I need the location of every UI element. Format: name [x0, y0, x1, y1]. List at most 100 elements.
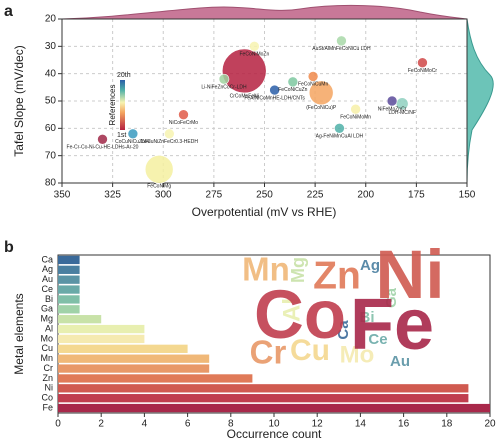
y-tick-label: Ce [41, 284, 53, 294]
point-label: CoCuNiCuZnFe [115, 139, 151, 145]
word-cloud-word: Bi [360, 309, 375, 326]
y-tick-label: Mo [40, 333, 53, 343]
x-tick-label: 2 [98, 419, 104, 430]
x-tick-label: 14 [355, 419, 367, 430]
x-tick-label: 325 [104, 190, 121, 201]
colorbar [120, 80, 125, 130]
y-tick-label: 20 [45, 14, 57, 25]
point-label: NiCoFeCrMo [169, 120, 198, 126]
colorbar-label: References [108, 85, 117, 126]
x-tick-label: 275 [206, 190, 223, 201]
x-axis-label: Overpotential (mV vs RHE) [192, 205, 337, 219]
point-label: (FeCoNiCu)P [306, 105, 337, 111]
x-tick-label: 250 [256, 190, 273, 201]
x-tick-label: 10 [268, 419, 280, 430]
y-tick-label: Cr [44, 363, 54, 373]
bar [58, 275, 80, 284]
y-tick-label: 30 [45, 41, 57, 52]
x-tick-label: 20 [484, 419, 496, 430]
bubble [221, 48, 267, 94]
y-tick-label: 40 [45, 68, 57, 79]
bubble [218, 73, 230, 85]
word-cloud-word: Ce [368, 331, 387, 348]
point-label: CrCoMnFeNi [230, 93, 259, 99]
x-tick-label: 175 [408, 190, 425, 201]
bar [58, 305, 80, 314]
point-label: LDH-MC/NF [388, 110, 416, 116]
y-tick-label: 60 [45, 123, 57, 134]
x-tick-label: 0 [55, 419, 61, 430]
bar [58, 315, 102, 324]
panel-label: a [4, 3, 13, 20]
point-label: Fe-Cr-Co-Ni-Cu-HE-LDHs-Ar-20 [67, 145, 139, 151]
point-label: FeCoNiMoCr [408, 68, 438, 74]
y-tick-label: Ga [41, 304, 53, 314]
y-tick-label: Mg [40, 314, 53, 324]
x-tick-label: 16 [398, 419, 410, 430]
y-tick-label: Cu [41, 343, 53, 353]
point-label: Ag-FeNiMnCuAl LDH [316, 134, 364, 140]
panel-label: b [4, 239, 14, 256]
word-cloud-word: Mo [340, 341, 375, 368]
x-tick-label: 4 [142, 419, 148, 430]
y-tick-label: Ca [41, 254, 53, 264]
x-tick-label: 225 [307, 190, 324, 201]
y-tick-label: Zn [42, 373, 53, 383]
y-tick-label: Ag [42, 264, 53, 274]
x-axis-label: Occurrence count [227, 427, 322, 441]
y-tick-label: Co [41, 393, 53, 403]
bar [58, 334, 145, 344]
bubble [386, 95, 398, 107]
bubble [97, 133, 108, 145]
y-tick-label: 50 [45, 96, 57, 107]
x-tick-label: 350 [54, 190, 71, 201]
point-label: FeCoNiMoMn [340, 115, 371, 121]
word-cloud-word: Cr [250, 334, 287, 371]
x-tick-label: 12 [312, 419, 324, 430]
word-cloud-word: Fe [350, 285, 434, 365]
word-cloud-word: Mn [242, 251, 290, 288]
bar [58, 354, 210, 363]
y-tick-label: Fe [42, 402, 53, 412]
bar [58, 364, 210, 373]
y-tick-label: 70 [45, 150, 57, 161]
y-tick-label: 80 [45, 178, 57, 189]
bubble [350, 103, 361, 115]
point-label: FeCoNiCuZn [278, 87, 307, 93]
bubble [307, 71, 319, 82]
word-cloud-word: Mg [288, 257, 308, 283]
point-label: FeCoNiCuMn [298, 82, 329, 88]
y-tick-label: Au [42, 274, 53, 284]
word-cloud-word: Au [390, 353, 410, 370]
bar [58, 394, 469, 403]
word-cloud-word: Zn [313, 254, 361, 297]
colorbar-tick: 20th [117, 72, 131, 79]
bubble [178, 109, 189, 120]
bubble [164, 128, 175, 140]
point-label: FeAlNiCoMnHE-LDH/CNTs [244, 95, 305, 101]
y-tick-label: Mn [40, 353, 53, 363]
word-cloud-word: Ca [335, 320, 352, 340]
bar [58, 384, 469, 393]
bubble [249, 41, 260, 52]
bar [58, 344, 188, 353]
point-label: NiFeMoZnCr [378, 106, 407, 112]
point-label: AuSt/AlMnFeCoNiCu LDH [312, 46, 371, 52]
y-tick-label: Al [45, 323, 53, 333]
y-tick-label: Ni [45, 383, 54, 393]
bubble [336, 35, 347, 47]
point-label: Li-NiFeZnCoCr-LDH [201, 84, 247, 90]
word-cloud-word: Co [254, 276, 346, 353]
y-tick-label: Bi [45, 294, 53, 304]
y-axis-label: Tafel Slope (mV/dec) [12, 45, 26, 156]
bar [58, 255, 80, 265]
y-axis-label: Metal elements [12, 293, 26, 374]
bubble [269, 84, 280, 96]
colorbar-tick: 1st [117, 132, 126, 139]
word-cloud-word: Ag [360, 257, 380, 274]
bar [58, 265, 80, 274]
point-label: CoCuNiZnFeCr0.3-HEDH [141, 139, 199, 145]
point-label: FeCoNiMg [147, 184, 171, 190]
bubble [144, 155, 174, 184]
